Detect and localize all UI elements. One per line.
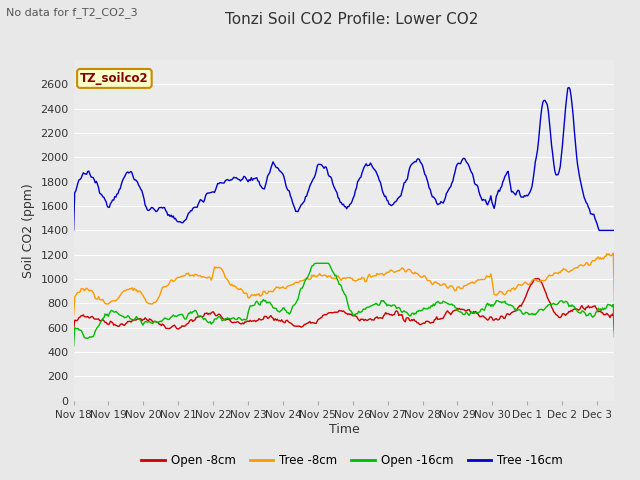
Y-axis label: Soil CO2 (ppm): Soil CO2 (ppm) bbox=[22, 183, 35, 278]
Text: Tonzi Soil CO2 Profile: Lower CO2: Tonzi Soil CO2 Profile: Lower CO2 bbox=[225, 12, 479, 27]
Text: No data for f_T2_CO2_3: No data for f_T2_CO2_3 bbox=[6, 7, 138, 18]
X-axis label: Time: Time bbox=[328, 422, 360, 436]
Legend: Open -8cm, Tree -8cm, Open -16cm, Tree -16cm: Open -8cm, Tree -8cm, Open -16cm, Tree -… bbox=[136, 449, 568, 472]
Text: TZ_soilco2: TZ_soilco2 bbox=[80, 72, 148, 85]
